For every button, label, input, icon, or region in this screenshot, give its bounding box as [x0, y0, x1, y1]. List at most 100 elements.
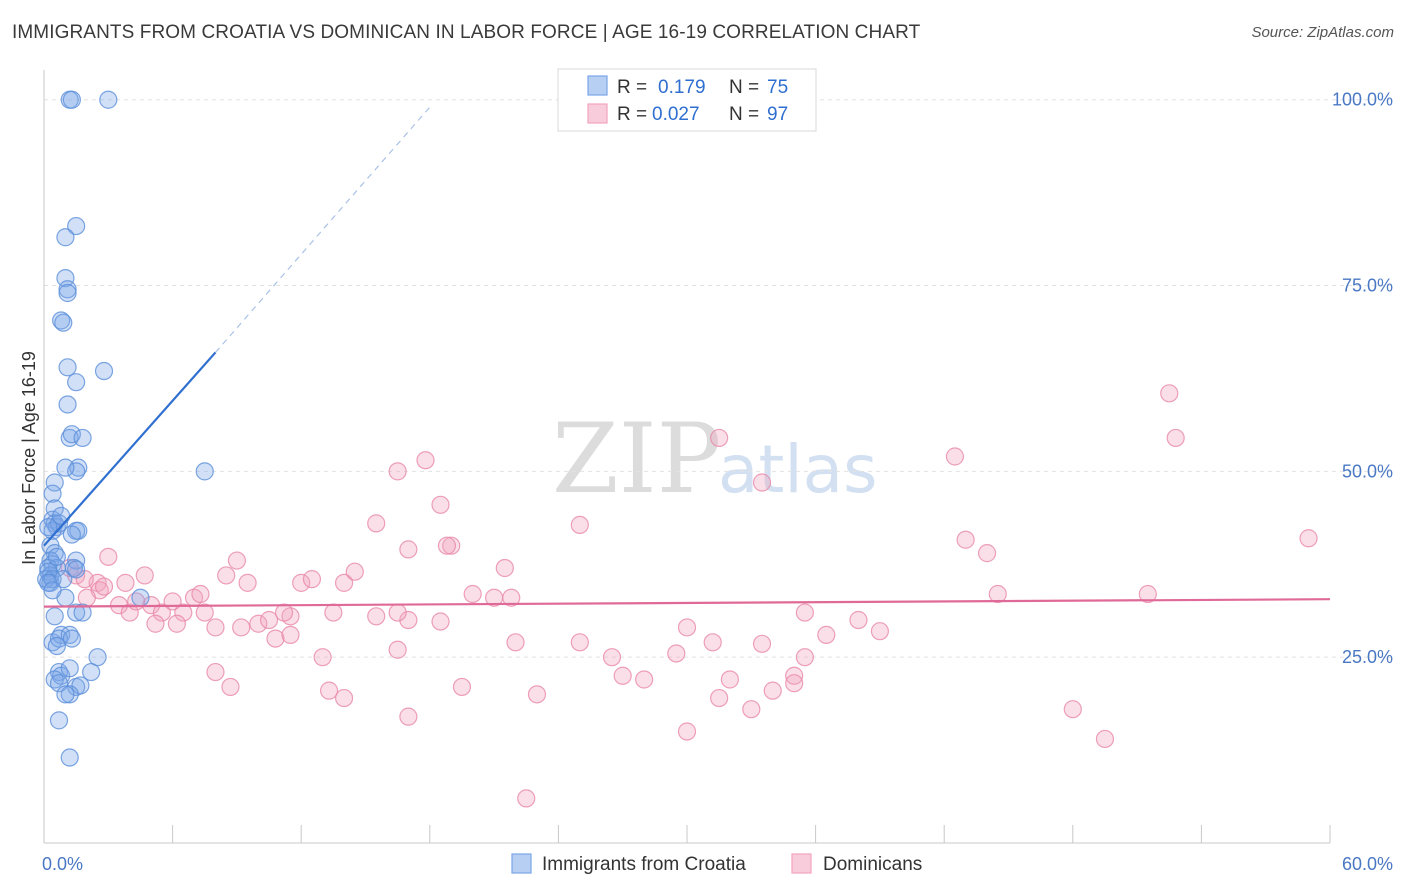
dominicans-point-17	[135, 566, 154, 585]
legend-n-value-dominicans: 97	[767, 104, 788, 125]
croatia-point-55	[62, 629, 81, 648]
dominicans-point-36	[152, 603, 171, 622]
dominicans-point-9	[570, 515, 589, 534]
croatia-point-61	[82, 662, 101, 682]
croatia-point-2	[99, 90, 118, 109]
dominicans-point-70	[221, 677, 240, 697]
dominicans-point-5	[752, 473, 772, 492]
croatia-point-48	[45, 607, 64, 626]
dominicans-point-28	[502, 588, 521, 607]
croatia-point-9	[54, 313, 73, 332]
legend-swatch-dominicans	[587, 103, 608, 124]
dominicans-point-7	[431, 495, 450, 514]
dominicans-point-47	[399, 610, 418, 630]
dominicans-points	[60, 384, 1318, 808]
legend-r-value-dominicans: 0.027	[652, 104, 700, 125]
croatia-point-53	[49, 629, 69, 648]
x-tick-label-1: 60.0%	[1342, 854, 1393, 874]
dominicans-point-55	[677, 618, 697, 637]
dominicans-point-0	[1160, 384, 1179, 403]
dominicans-point-71	[319, 681, 339, 700]
dominicans-point-40	[195, 603, 214, 622]
dominicans-point-22	[302, 570, 322, 589]
croatia-point-75	[43, 581, 62, 600]
dominicans-point-20	[238, 573, 257, 592]
croatia-point-12	[67, 373, 86, 392]
x-tick-labels: 0.0% 60.0%	[42, 854, 1393, 874]
croatia-point-1	[62, 90, 81, 109]
legend-n-value-croatia: 75	[767, 77, 788, 98]
croatia-trendline-extension	[215, 106, 431, 353]
croatia-point-63	[49, 674, 69, 693]
bottom-legend-label-croatia: Immigrants from Croatia	[542, 854, 746, 875]
dominicans-point-80	[742, 700, 761, 719]
dominicans-point-91	[99, 547, 118, 566]
dominicans-point-26	[495, 558, 514, 578]
dominicans-trendline	[43, 598, 1331, 608]
dominicans-point-46	[367, 607, 386, 626]
dominicans-point-49	[266, 629, 285, 648]
croatia-trendline	[43, 351, 217, 547]
dominicans-point-62	[388, 640, 407, 659]
croatia-point-19	[56, 458, 75, 477]
dominicans-point-68	[667, 644, 686, 663]
dominicans-point-78	[677, 722, 697, 741]
dominicans-point-75	[613, 666, 632, 685]
dominicans-point-4	[945, 447, 965, 466]
watermark-zip: ZIP	[552, 403, 721, 515]
dominicans-point-84	[1095, 729, 1115, 749]
dominicans-point-50	[281, 625, 300, 644]
dominicans-point-59	[849, 610, 868, 630]
dominicans-point-87	[191, 584, 210, 604]
watermark: ZIP atlas	[552, 403, 878, 515]
dominicans-point-83	[1063, 700, 1082, 719]
croatia-point-71	[39, 518, 58, 537]
croatia-point-44	[54, 570, 73, 589]
dominicans-point-29	[988, 584, 1007, 604]
y-tick-label-2: 75.0%	[1342, 276, 1393, 296]
croatia-point-16	[73, 428, 92, 448]
croatia-point-8	[52, 311, 71, 330]
dominicans-point-74	[527, 685, 547, 704]
dominicans-point-42	[249, 614, 268, 633]
dominicans-point-15	[977, 544, 997, 563]
dominicans-point-30	[1138, 584, 1157, 604]
dominicans-point-63	[602, 648, 622, 667]
legend-r-label-croatia: R =	[617, 77, 647, 98]
croatia-point-22	[43, 484, 62, 503]
gridlines	[44, 99, 1394, 658]
dominicans-point-60	[870, 622, 890, 641]
dominicans-point-21	[292, 573, 311, 592]
bottom-legend-swatch-dominicans	[791, 853, 812, 874]
croatia-point-47	[131, 588, 150, 607]
croatia-point-23	[45, 499, 64, 518]
y-axis-label: In Labor Force | Age 16-19	[19, 351, 39, 565]
dominicans-point-67	[795, 648, 814, 667]
croatia-point-70	[47, 547, 66, 566]
croatia-point-18	[67, 462, 86, 481]
watermark-atlas: atlas	[718, 431, 878, 508]
dominicans-point-53	[506, 633, 525, 652]
dominicans-point-10	[442, 536, 461, 555]
dominicans-point-41	[206, 618, 225, 637]
dominicans-point-34	[120, 603, 139, 622]
dominicans-point-82	[785, 674, 804, 693]
dominicans-point-43	[259, 610, 279, 630]
croatia-point-11	[94, 361, 114, 381]
croatia-point-67	[56, 685, 75, 704]
dominicans-point-38	[174, 603, 193, 622]
dominicans-point-16	[116, 573, 135, 592]
croatia-point-66	[60, 685, 79, 704]
bottom-legend-label-dominicans: Dominicans	[823, 854, 922, 875]
dominicans-point-6	[388, 462, 407, 481]
dominicans-point-52	[431, 612, 450, 631]
legend-r-value-croatia: 0.179	[658, 77, 706, 98]
croatia-point-60	[60, 659, 79, 678]
croatia-point-49	[67, 603, 86, 622]
dominicans-point-56	[703, 633, 722, 652]
croatia-point-73	[52, 506, 71, 526]
x-tick-label-0: 0.0%	[42, 854, 83, 874]
croatia-point-56	[47, 636, 66, 656]
bottom-legend-swatch-croatia	[511, 853, 532, 874]
